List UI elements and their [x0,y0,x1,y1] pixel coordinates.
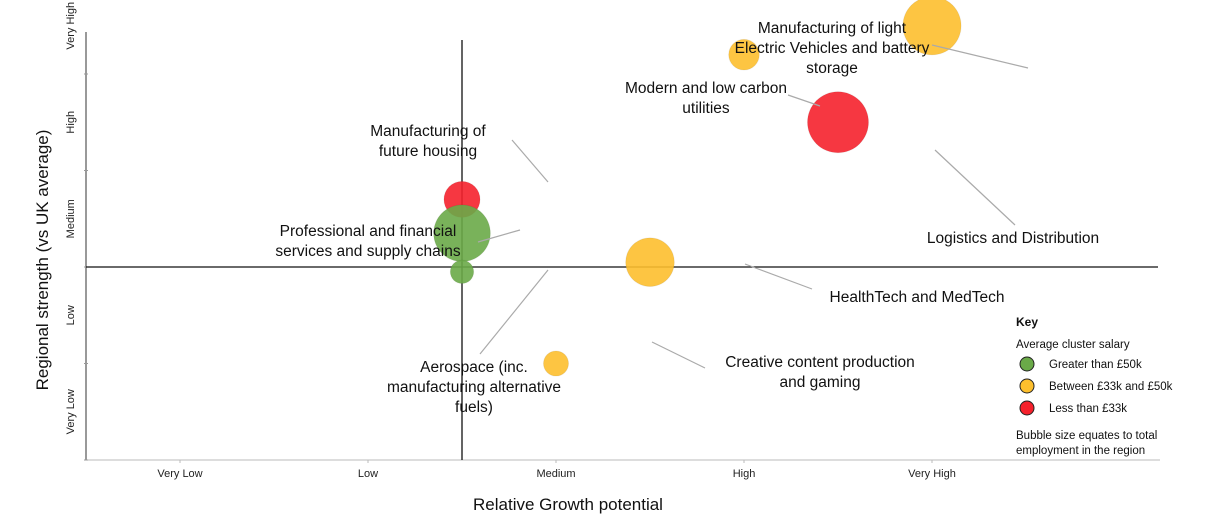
bubble-label: Manufacturing of future housing [370,123,486,160]
legend-subtitle: Average cluster salary [1016,339,1130,351]
x-tick-label: High [733,468,756,480]
bubble [807,91,869,154]
bubble [449,259,475,285]
y-axis-title: Regional strength (vs UK average) [33,130,52,391]
bubble-label-line: Professional and financial [280,223,457,240]
x-tick-label: Low [358,468,378,480]
leader-line [934,149,1016,226]
bubble [902,0,962,56]
legend-entry-label: Greater than £50k [1049,359,1142,371]
leader-lines [477,44,1029,369]
y-tick-label: Very High [65,2,77,50]
bubble-label-line: Manufacturing of light [758,20,907,37]
x-tick-label: Very High [908,468,956,480]
crosshair-lines [86,40,1158,460]
bubble-label: Manufacturing of light Electric Vehicles … [735,20,930,77]
bubble-label-line: future housing [379,143,477,160]
legend-note: employment in the region [1016,445,1145,457]
bubble-label-line: HealthTech and MedTech [830,289,1005,306]
bubble-label-line: utilities [682,100,730,117]
y-tick-label: Very Low [65,389,77,434]
leader-line [477,229,521,243]
bubble [728,38,760,71]
bubbles [433,0,962,377]
legend-title: Key [1016,315,1038,329]
bubble-label-line: services and supply chains [275,243,460,260]
bubble-label: Modern and low carbon utilities [625,80,787,117]
legend-entry-label: Less than £33k [1049,403,1127,415]
y-tick-label: Low [65,305,77,325]
leader-line [651,341,706,369]
bubble-label-line: and gaming [779,374,860,391]
leader-line [511,139,549,183]
bubble-label: HealthTech and MedTech [830,289,1005,306]
leader-line [787,94,821,107]
bubble-label-line: manufacturing alternative [387,379,561,396]
legend-swatch [1019,356,1035,372]
bubble-label-line: Creative content production [725,354,915,371]
leader-line [931,44,1029,69]
x-tick-label: Very Low [157,468,202,480]
bubble-label: Aerospace (inc. manufacturing alternative… [387,359,561,416]
bubble [542,350,570,377]
y-tick-label: Medium [65,199,77,238]
bubble-label: Creative content production and gaming [725,354,915,391]
tick-labels: Very Low Low Medium High Very High Very Low Lo… [65,2,956,480]
y-tick-label: High [65,111,77,134]
bubble-label-line: storage [806,60,858,77]
legend: Key Average cluster salary Greater than … [1016,315,1173,457]
leader-line [744,263,813,290]
legend-entry-label: Between £33k and £50k [1049,381,1173,393]
bubble-label-line: Modern and low carbon [625,80,787,97]
bubble-label-line: Electric Vehicles and battery [735,40,930,57]
axes [85,32,1160,461]
x-tick-label: Medium [536,468,575,480]
bubble-label-line: Manufacturing of [370,123,486,140]
bubble-label: Logistics and Distribution [927,230,1099,247]
legend-swatch [1019,378,1035,394]
bubble [625,237,675,287]
legend-note: Bubble size equates to total [1016,430,1157,442]
legend-swatch [1019,400,1035,416]
bubble-labels: Manufacturing of light Electric Vehicles … [275,20,1099,416]
bubble-label: Professional and financial services and s… [275,223,460,260]
bubble-label-line: fuels) [455,399,493,416]
x-axis-title: Relative Growth potential [473,495,663,514]
bubble-label-line: Logistics and Distribution [927,230,1099,247]
bubble-label-line: Aerospace (inc. [420,359,528,376]
leader-line [479,269,549,355]
